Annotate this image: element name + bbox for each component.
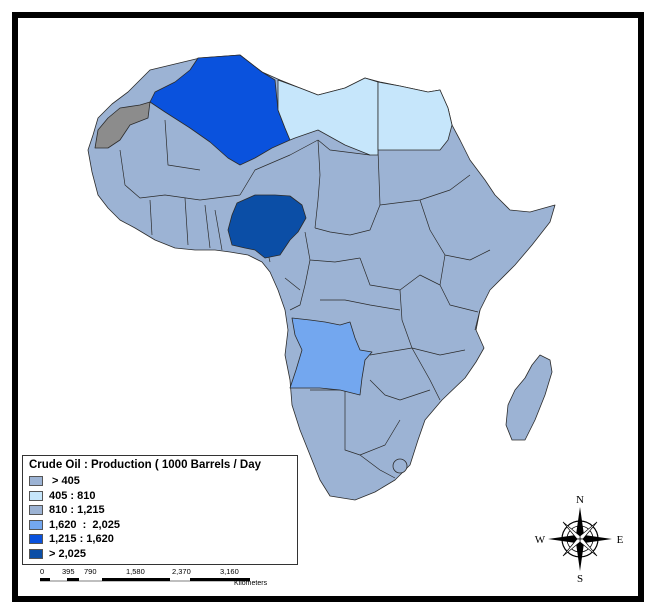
scale-tick-0: 0 — [40, 567, 44, 576]
madagascar — [505, 354, 553, 441]
legend-swatch — [29, 519, 43, 530]
scale-tick-1: 395 — [62, 567, 75, 576]
compass-w: W — [535, 534, 546, 546]
legend-item: 810 : 1,215 — [29, 503, 291, 518]
country-nigeria — [227, 194, 307, 259]
legend-swatch — [29, 476, 43, 487]
legend-label: 810 : 1,215 — [49, 504, 105, 517]
legend-swatch — [29, 490, 43, 501]
country-libya — [277, 77, 379, 156]
legend-item: 1,215 : 1,620 — [29, 532, 291, 547]
legend-item: > 2,025 — [29, 547, 291, 562]
compass-n: N — [576, 494, 584, 506]
country-algeria — [149, 54, 291, 166]
legend-swatch — [29, 534, 43, 545]
country-western-sahara — [94, 101, 151, 149]
scale-tick-4: 2,370 — [172, 567, 191, 576]
legend-swatch — [29, 505, 43, 516]
scale-tick-3: 1,580 — [126, 567, 145, 576]
country-egypt — [377, 81, 453, 151]
country-angola — [289, 317, 373, 396]
legend-item: 1,620 : 2,025 — [29, 518, 291, 533]
legend-label: 1,620 : 2,025 — [49, 518, 120, 531]
scale-bar: 0 395 790 1,580 2,370 3,160 Kilometers — [40, 567, 268, 587]
scale-tick-5: 3,160 — [220, 567, 239, 576]
compass-e: E — [617, 534, 624, 546]
legend-label: > 405 — [49, 475, 80, 488]
legend-label: > 2,025 — [49, 547, 87, 560]
scale-unit: Kilometers — [234, 580, 268, 587]
compass-rose: N S E W — [535, 494, 624, 584]
legend-item: 405 : 810 — [29, 489, 291, 504]
legend-label: 405 : 810 — [49, 489, 96, 502]
legend-label: 1,215 : 1,620 — [49, 533, 114, 546]
legend-title: Crude Oil : Production ( 1000 Barrels / … — [29, 459, 261, 471]
map-legend: Crude Oil : Production ( 1000 Barrels / … — [22, 455, 298, 565]
legend-swatch — [29, 548, 43, 559]
compass-s: S — [577, 573, 583, 584]
legend-item: > 405 — [29, 474, 291, 489]
scale-tick-2: 790 — [84, 567, 97, 576]
